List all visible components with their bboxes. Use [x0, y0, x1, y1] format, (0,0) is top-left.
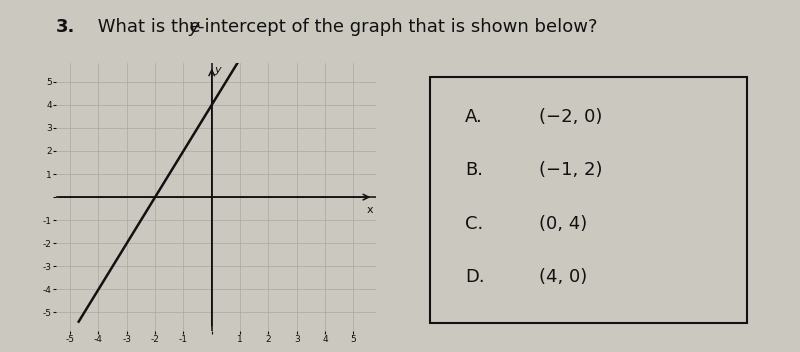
Text: What is the: What is the [92, 18, 206, 36]
Text: x: x [367, 205, 374, 215]
Text: y: y [188, 18, 198, 36]
FancyBboxPatch shape [430, 77, 747, 323]
Text: 3.: 3. [56, 18, 75, 36]
Text: (−2, 0): (−2, 0) [539, 108, 602, 126]
Text: (4, 0): (4, 0) [539, 268, 587, 287]
Text: A.: A. [466, 108, 483, 126]
Text: (0, 4): (0, 4) [539, 215, 587, 233]
Text: -intercept of the graph that is shown below?: -intercept of the graph that is shown be… [198, 18, 598, 36]
Text: C.: C. [466, 215, 483, 233]
Text: y: y [214, 65, 222, 75]
Text: B.: B. [466, 161, 483, 180]
Text: (−1, 2): (−1, 2) [539, 161, 602, 180]
Text: D.: D. [466, 268, 485, 287]
